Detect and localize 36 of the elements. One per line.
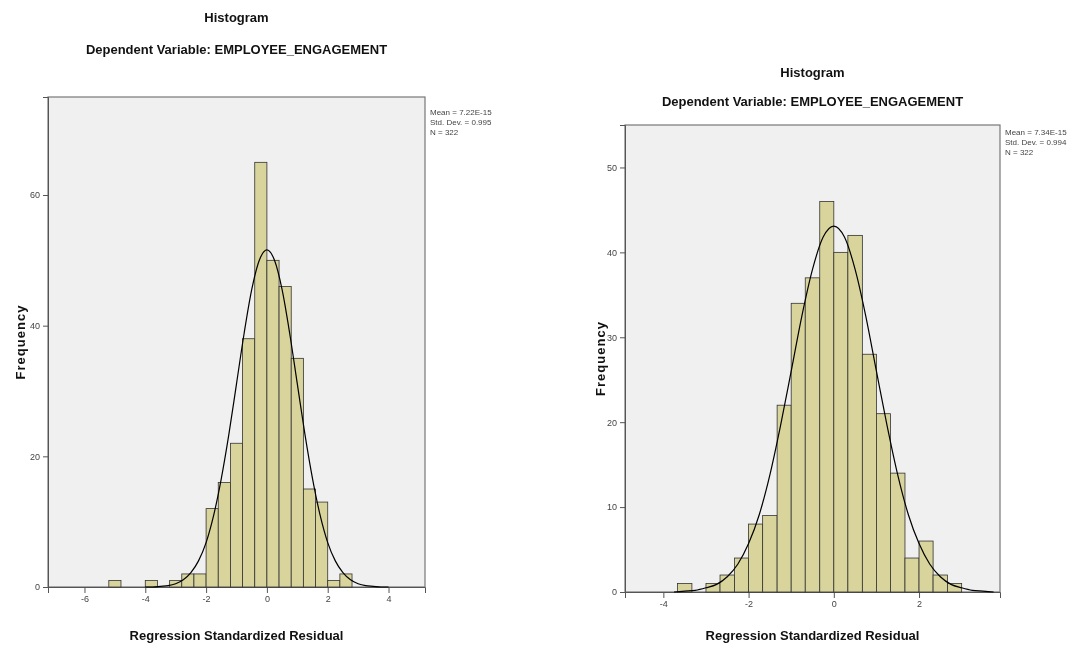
text: Std. Dev. = 0.995 <box>430 118 492 127</box>
text: Mean = 7.34E-15 <box>1005 128 1068 137</box>
x-tick-label: 0 <box>264 594 270 605</box>
chart-subtitle: Dependent Variable: EMPLOYEE_ENGAGEMENT <box>85 42 388 57</box>
y-tick-label: 30 <box>606 332 617 343</box>
x-axis-title: Regression Standardized Residual <box>705 628 920 643</box>
y-tick-label: 10 <box>606 502 617 513</box>
x-tick-label: 2 <box>917 599 923 610</box>
text: N = 322 <box>1005 148 1034 157</box>
x-tick-label: -6 <box>80 594 89 605</box>
text: Std. Dev. = 0.994 <box>1005 138 1067 147</box>
chart-title: Histogram <box>204 10 269 25</box>
text: Mean = 7.22E-15 <box>430 108 493 117</box>
y-tick-label: 0 <box>34 582 40 593</box>
chart-subtitle: Dependent Variable: EMPLOYEE_ENGAGEMENT <box>661 94 964 109</box>
y-tick-label: 0 <box>611 587 617 598</box>
line-series <box>673 225 995 593</box>
x-axis-title: Regression Standardized Residual <box>129 628 344 643</box>
x-tick-label: -4 <box>141 594 150 605</box>
x-tick-label: -2 <box>202 594 211 605</box>
y-tick-label: 40 <box>606 247 617 258</box>
y-axis-title: Frequency <box>593 321 609 396</box>
line-series <box>144 249 390 588</box>
x-tick-label: 0 <box>831 599 837 610</box>
text: N = 322 <box>430 128 459 137</box>
x-tick-label: -4 <box>659 599 668 610</box>
x-tick-label: 4 <box>386 594 392 605</box>
y-tick-label: 20 <box>29 451 40 462</box>
x-tick-label: 2 <box>325 594 331 605</box>
y-tick-label: 20 <box>606 417 617 428</box>
chart-title: Histogram <box>780 65 845 80</box>
y-axis-title: Frequency <box>13 304 29 380</box>
y-tick-label: 40 <box>29 321 40 332</box>
y-tick-label: 60 <box>29 190 40 201</box>
x-tick-label: -2 <box>745 599 754 610</box>
y-tick-label: 50 <box>606 162 617 173</box>
